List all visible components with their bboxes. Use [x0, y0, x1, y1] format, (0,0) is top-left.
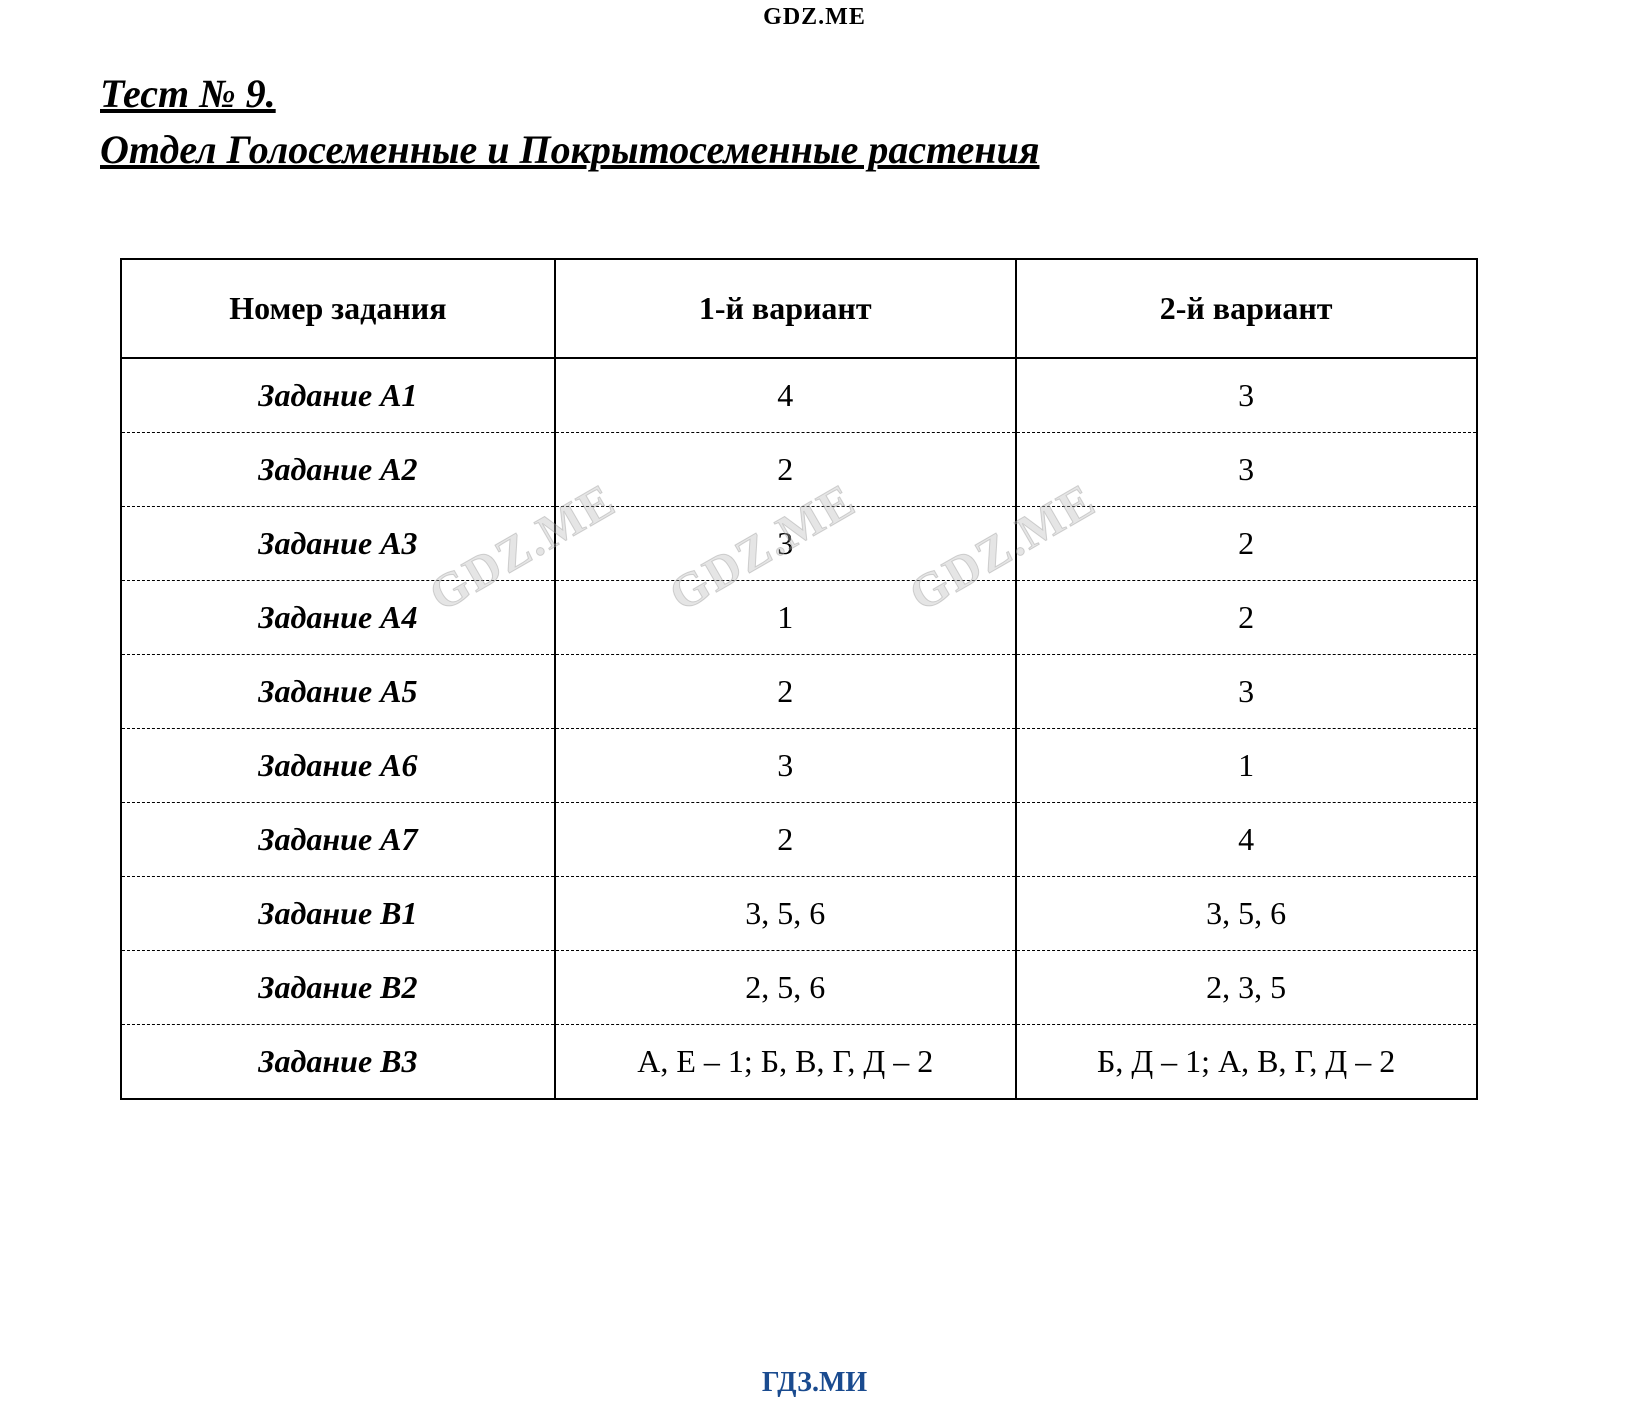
- table-row: Задание A2 2 3: [121, 433, 1477, 507]
- cell-v1: 2, 5, 6: [555, 951, 1016, 1025]
- table-row: Задание A7 2 4: [121, 803, 1477, 877]
- cell-v1: 2: [555, 433, 1016, 507]
- table-row: Задание A3 3 2: [121, 507, 1477, 581]
- cell-v2: 3: [1016, 655, 1477, 729]
- cell-v1: 3: [555, 729, 1016, 803]
- task-label: Задание A7: [121, 803, 555, 877]
- cell-v2: 2, 3, 5: [1016, 951, 1477, 1025]
- cell-v2: 3: [1016, 358, 1477, 433]
- cell-v1: 2: [555, 803, 1016, 877]
- col-header-task: Номер задания: [121, 259, 555, 358]
- task-label: Задание A4: [121, 581, 555, 655]
- table-body: Задание A1 4 3 Задание A2 2 3 Задание A3…: [121, 358, 1477, 1099]
- cell-v2: 3: [1016, 433, 1477, 507]
- task-label: Задание B2: [121, 951, 555, 1025]
- table-header-row: Номер задания 1-й вариант 2-й вариант: [121, 259, 1477, 358]
- cell-v2: 2: [1016, 507, 1477, 581]
- page-heading: Тест № 9. Отдел Голосеменные и Покрытосе…: [100, 66, 1529, 178]
- cell-v1: 1: [555, 581, 1016, 655]
- task-label: Задание A1: [121, 358, 555, 433]
- watermark-bottom: ГДЗ.МИ: [0, 1367, 1629, 1399]
- col-header-v2: 2-й вариант: [1016, 259, 1477, 358]
- cell-v2: 1: [1016, 729, 1477, 803]
- table-row: Задание B2 2, 5, 6 2, 3, 5: [121, 951, 1477, 1025]
- cell-v1: 3, 5, 6: [555, 877, 1016, 951]
- task-label: Задание A6: [121, 729, 555, 803]
- task-label: Задание A2: [121, 433, 555, 507]
- task-label: Задание A3: [121, 507, 555, 581]
- task-label: Задание B1: [121, 877, 555, 951]
- task-label: Задание B3: [121, 1025, 555, 1100]
- heading-line-1: Тест № 9.: [100, 66, 1529, 122]
- table-row: Задание A6 3 1: [121, 729, 1477, 803]
- content: Тест № 9. Отдел Голосеменные и Покрытосе…: [0, 66, 1629, 1100]
- cell-v2: 3, 5, 6: [1016, 877, 1477, 951]
- table-row: Задание B1 3, 5, 6 3, 5, 6: [121, 877, 1477, 951]
- cell-v2: Б, Д – 1; А, В, Г, Д – 2: [1016, 1025, 1477, 1100]
- table-row: Задание A1 4 3: [121, 358, 1477, 433]
- cell-v1: 2: [555, 655, 1016, 729]
- answers-table: Номер задания 1-й вариант 2-й вариант За…: [120, 258, 1478, 1100]
- cell-v2: 4: [1016, 803, 1477, 877]
- cell-v1: А, Е – 1; Б, В, Г, Д – 2: [555, 1025, 1016, 1100]
- table-row: Задание A4 1 2: [121, 581, 1477, 655]
- cell-v1: 3: [555, 507, 1016, 581]
- watermark-top: GDZ.ME: [0, 0, 1629, 41]
- cell-v1: 4: [555, 358, 1016, 433]
- heading-line-2: Отдел Голосеменные и Покрытосеменные рас…: [100, 122, 1529, 178]
- table-row: Задание B3 А, Е – 1; Б, В, Г, Д – 2 Б, Д…: [121, 1025, 1477, 1100]
- cell-v2: 2: [1016, 581, 1477, 655]
- table-row: Задание A5 2 3: [121, 655, 1477, 729]
- col-header-v1: 1-й вариант: [555, 259, 1016, 358]
- task-label: Задание A5: [121, 655, 555, 729]
